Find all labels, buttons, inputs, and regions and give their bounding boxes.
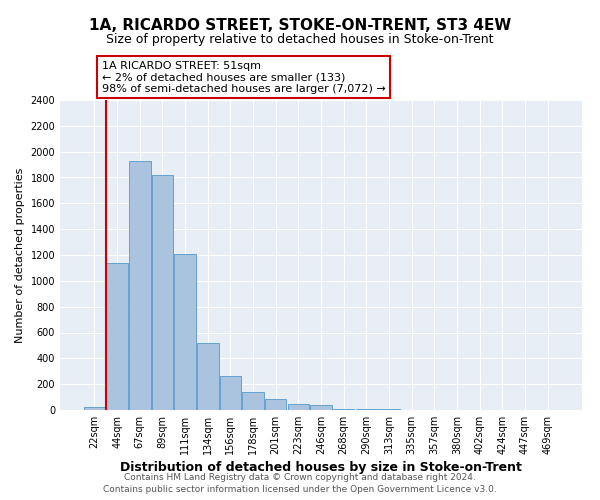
Bar [242, 392, 264, 410]
Bar [175, 254, 196, 410]
Bar [220, 376, 241, 410]
Text: Contains public sector information licensed under the Open Government Licence v3: Contains public sector information licen… [103, 486, 497, 494]
Bar [129, 160, 151, 410]
Bar [84, 407, 105, 410]
Y-axis label: Number of detached properties: Number of detached properties [15, 168, 25, 342]
Text: 1A, RICARDO STREET, STOKE-ON-TRENT, ST3 4EW: 1A, RICARDO STREET, STOKE-ON-TRENT, ST3 … [89, 18, 511, 32]
Bar [106, 262, 128, 410]
Bar [310, 405, 332, 410]
Text: Contains HM Land Registry data © Crown copyright and database right 2024.: Contains HM Land Registry data © Crown c… [124, 473, 476, 482]
Bar [356, 409, 377, 410]
Bar [197, 344, 218, 410]
X-axis label: Distribution of detached houses by size in Stoke-on-Trent: Distribution of detached houses by size … [120, 461, 522, 474]
Text: Size of property relative to detached houses in Stoke-on-Trent: Size of property relative to detached ho… [106, 32, 494, 46]
Bar [265, 399, 286, 410]
Bar [287, 404, 309, 410]
Bar [333, 408, 355, 410]
Text: 1A RICARDO STREET: 51sqm
← 2% of detached houses are smaller (133)
98% of semi-d: 1A RICARDO STREET: 51sqm ← 2% of detache… [102, 60, 386, 94]
Bar [152, 175, 173, 410]
